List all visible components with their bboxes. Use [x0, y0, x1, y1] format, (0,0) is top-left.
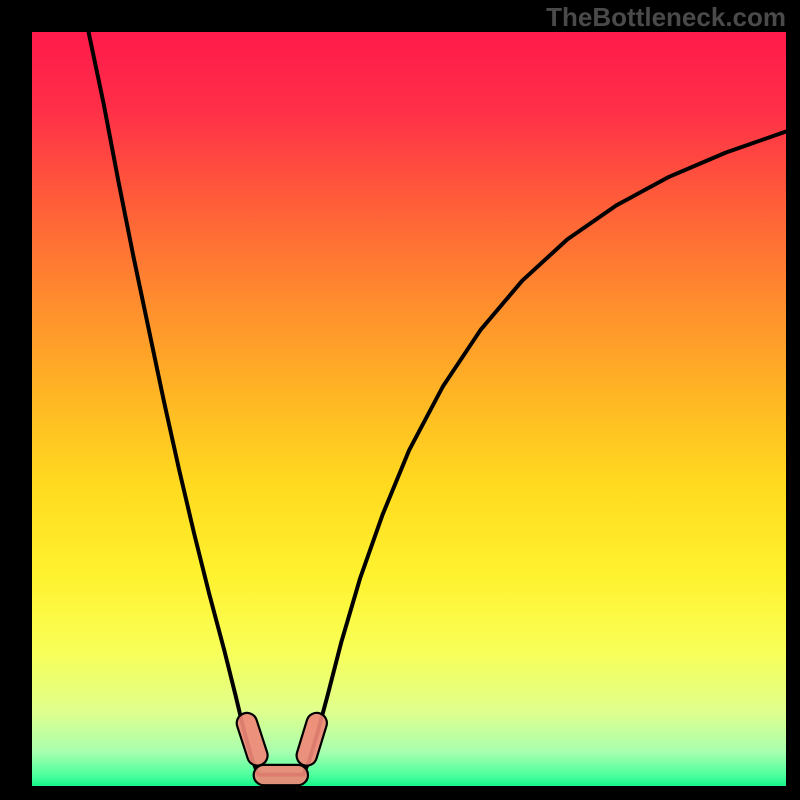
marker-pill [234, 710, 270, 768]
plot-area [32, 32, 786, 786]
chart-frame: TheBottleneck.com [0, 0, 800, 800]
bottleneck-curve [89, 32, 786, 775]
marker-pill [294, 710, 329, 768]
watermark-text: TheBottleneck.com [546, 2, 786, 33]
curve-layer [32, 32, 786, 786]
marker-pill [254, 765, 308, 785]
